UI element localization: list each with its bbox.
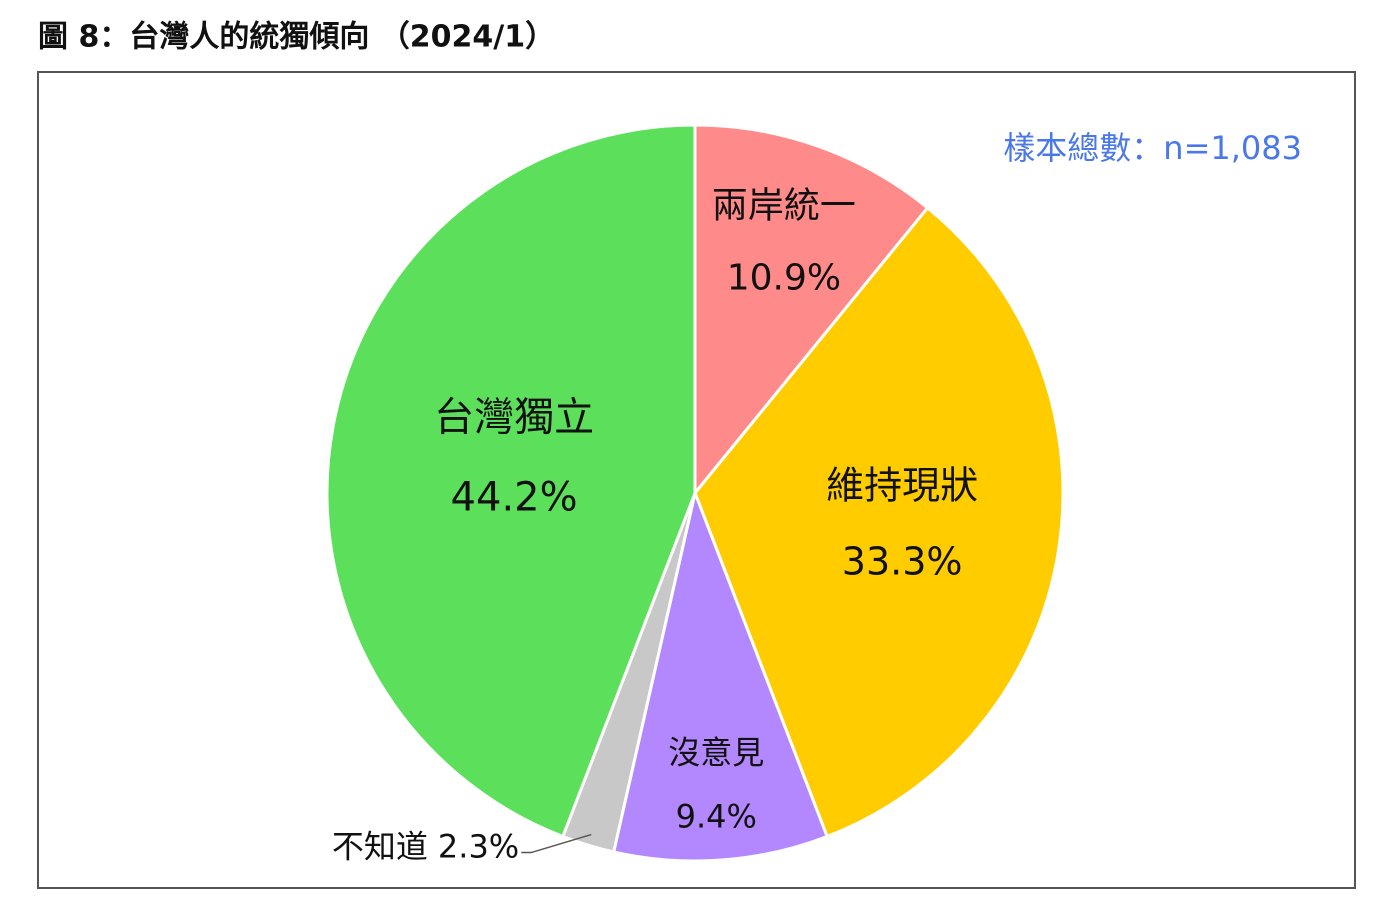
pie-slice (325, 123, 697, 839)
annotation: 樣本總數：n=1,083 (1003, 129, 1302, 167)
pie-slice (693, 205, 1065, 839)
slice-label: 不知道 (332, 828, 428, 866)
slice-label: 台灣獨立 (434, 394, 594, 440)
data-label: 33.3% (842, 540, 963, 584)
slice-label: 維持現狀 (826, 464, 978, 508)
slice-label: 兩岸統一 (712, 185, 856, 226)
data-label: 9.4% (676, 798, 757, 836)
chart-title: 圖 8：台灣人的統獨傾向 （2024/1） (38, 20, 555, 55)
data-label: 2.3% (438, 828, 519, 866)
pie-slice (611, 487, 830, 863)
leader-line (521, 833, 592, 854)
data-label: 10.9% (727, 257, 841, 298)
slice-label: 沒意見 (668, 734, 764, 772)
pie-slice (693, 123, 930, 498)
data-label: 44.2% (451, 474, 578, 520)
